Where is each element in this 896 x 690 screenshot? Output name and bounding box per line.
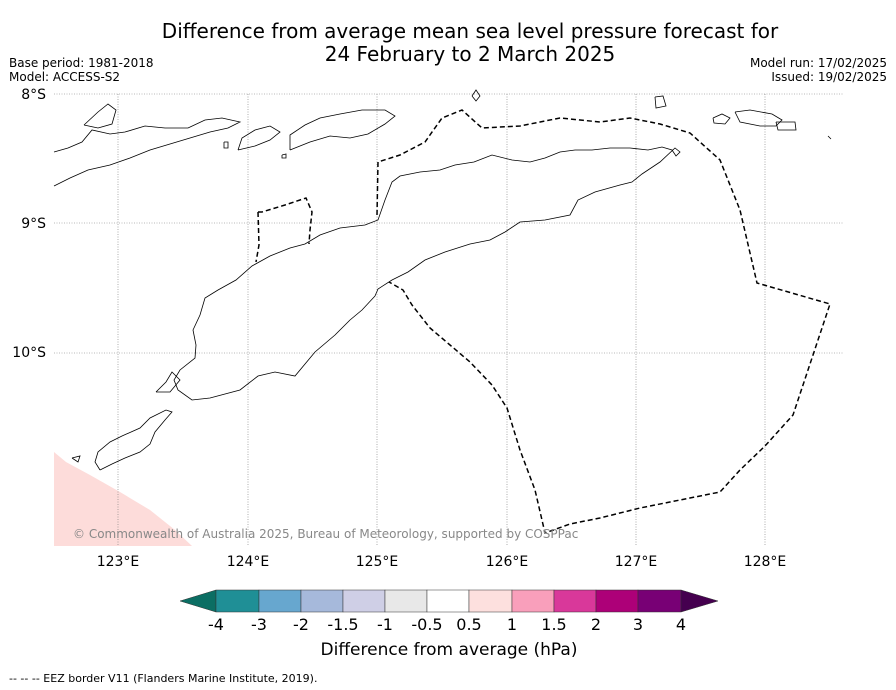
colorbar-bin [553, 589, 597, 613]
colorbar-tick: 2 [591, 615, 601, 634]
islet [471, 89, 481, 102]
meta-left: Base period: 1981-2018 Model: ACCESS-S2 [9, 56, 154, 84]
colorbar-label: Difference from average (hPa) [320, 640, 578, 660]
eez-border-east [376, 109, 831, 534]
colorbar-bin [215, 589, 260, 613]
colorbar-bin [511, 589, 555, 613]
lon-label-123e: 123°E [97, 554, 140, 570]
colorbar-bin [342, 589, 386, 613]
issued-date: Issued: 19/02/2025 [771, 70, 887, 84]
eez-border-oecusse-west [255, 211, 260, 263]
lon-label-125e: 125°E [356, 554, 399, 570]
islet [281, 153, 287, 159]
islet [712, 113, 731, 125]
islet [223, 141, 229, 149]
lat-label-10s: 10°S [12, 345, 46, 361]
colorbar [179, 589, 719, 613]
model-run: Model run: 17/02/2025 [749, 56, 887, 70]
colorbar-bin [637, 589, 682, 613]
colorbar-bin [426, 589, 470, 613]
alor-island [289, 109, 396, 151]
base-period: Base period: 1981-2018 [9, 56, 154, 70]
colorbar-tick: -1.5 [327, 615, 358, 634]
colorbar-tick: -1 [377, 615, 393, 634]
eez-border-oecusse [258, 197, 313, 245]
title-line-1: Difference from average mean sea level p… [161, 19, 779, 43]
lon-label-124e: 124°E [227, 554, 270, 570]
flores-coast [53, 117, 242, 187]
lat-label-9s: 9°S [21, 216, 46, 232]
colorbar-tick: -2 [293, 615, 309, 634]
lat-label-8s: 8°S [21, 87, 46, 103]
colorbar-low-arrow [179, 589, 217, 613]
islet [827, 135, 832, 140]
colorbar-bin [595, 589, 639, 613]
colorbar-bin [258, 589, 302, 613]
wetar-island [734, 109, 783, 127]
colorbar-tick: 1 [507, 615, 517, 634]
colorbar-tick: -3 [251, 615, 267, 634]
colorbar-bin [468, 589, 513, 613]
pantar-island [237, 125, 281, 151]
colorbar-ticks: -4 -3 -2 -1.5 -1 -0.5 0.5 1 1.5 2 3 4 [208, 615, 686, 634]
wetar-islet [775, 121, 797, 131]
colorbar-bin [300, 589, 344, 613]
timor-island [173, 146, 681, 401]
colorbar-bin [384, 589, 428, 613]
savu-island [155, 371, 181, 393]
colorbar-tick: -0.5 [411, 615, 442, 634]
colorbar-tick: 4 [676, 615, 686, 634]
ndao-island [71, 455, 81, 463]
colorbar-high-arrow [680, 589, 719, 613]
coastlines [53, 89, 832, 471]
flores-north-coast [83, 103, 117, 129]
anomaly-shading [54, 452, 192, 546]
title-line-2: 24 February to 2 March 2025 [324, 42, 616, 66]
lon-labels: 123°E 124°E 125°E 126°E 127°E 128°E [97, 554, 787, 570]
eez-borders [255, 109, 831, 534]
lon-label-126e: 126°E [486, 554, 529, 570]
graticule [54, 93, 843, 546]
meta-right: Model run: 17/02/2025 Issued: 19/02/2025 [750, 56, 887, 84]
colorbar-tick: 1.5 [541, 615, 566, 634]
lat-labels: 8°S 9°S 10°S [12, 87, 46, 361]
colorbar-tick: -4 [208, 615, 224, 634]
rote-island [94, 409, 173, 471]
colorbar-tick: 3 [633, 615, 643, 634]
model-name: Model: ACCESS-S2 [9, 70, 121, 84]
lon-label-128e: 128°E [744, 554, 787, 570]
copyright-notice: © Commonwealth of Australia 2025, Bureau… [73, 527, 578, 541]
colorbar-tick: 0.5 [456, 615, 481, 634]
eez-footnote: -- -- -- EEZ border V11 (Flanders Marine… [9, 672, 318, 685]
chart-title: Difference from average mean sea level p… [0, 20, 896, 66]
islet [654, 95, 667, 109]
lon-label-127e: 127°E [615, 554, 658, 570]
